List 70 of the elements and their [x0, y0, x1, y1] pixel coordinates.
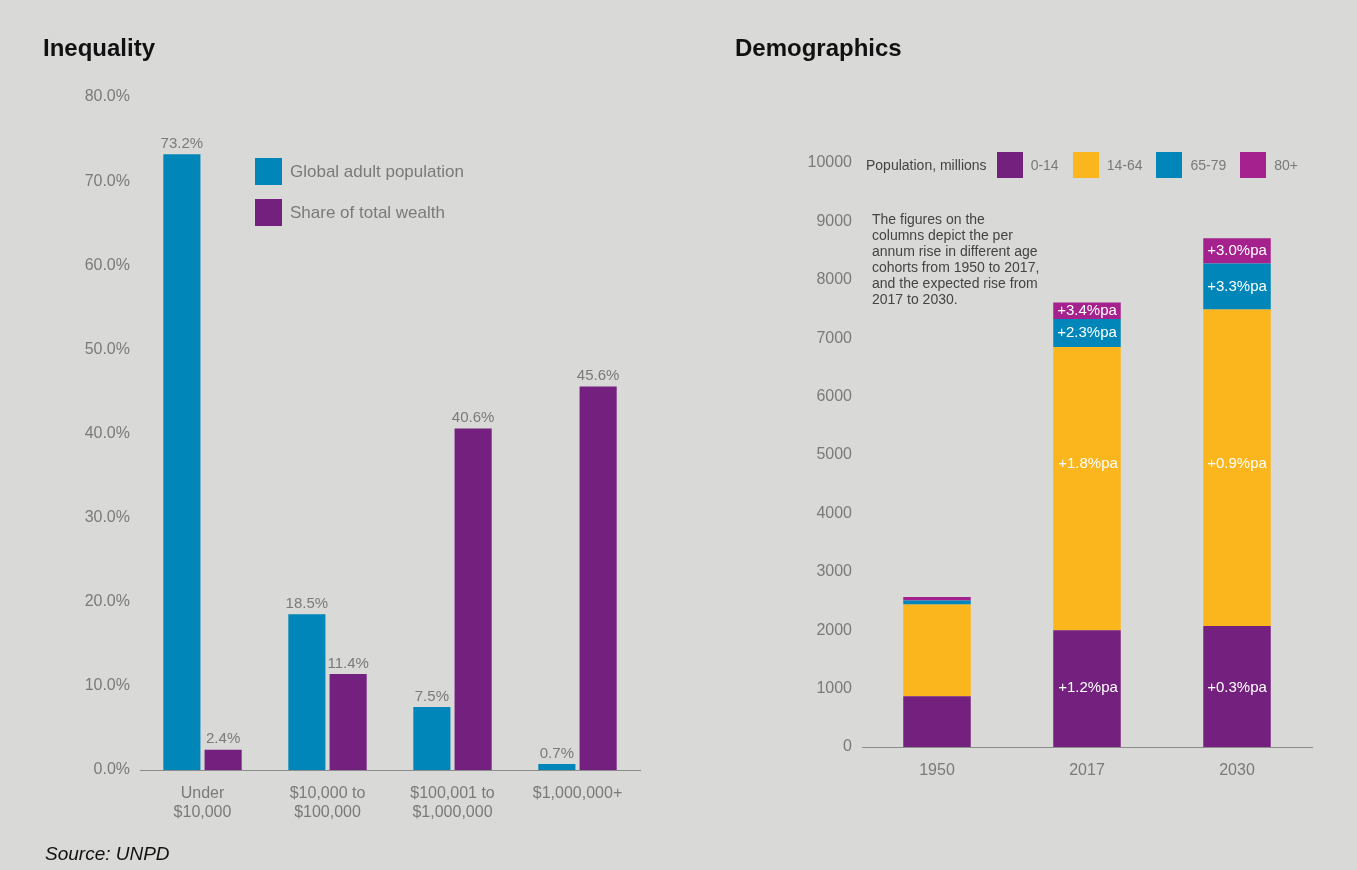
- x-tick-label: $10,000 to $100,000: [289, 784, 366, 821]
- annotation: +2.3%pa: [1057, 323, 1118, 341]
- data-label: 7.5%: [414, 686, 449, 704]
- bar: [579, 386, 617, 770]
- annotation: +3.0%pa: [1207, 241, 1268, 259]
- legend-label: Share of total wealth: [290, 202, 445, 223]
- chart-title: Inequality: [43, 34, 156, 62]
- bar: [204, 749, 242, 770]
- bar: [1053, 346, 1121, 631]
- annotation: +3.3%pa: [1207, 276, 1268, 294]
- y-tick-label: 7000: [816, 328, 853, 346]
- legend-label: 14-64: [1106, 157, 1143, 173]
- bar: [903, 600, 971, 605]
- source-note: Source: UNPD: [45, 843, 171, 865]
- y-tick-label: 70.0%: [84, 171, 130, 189]
- y-tick-label: 40.0%: [84, 423, 130, 441]
- data-label: 18.5%: [285, 594, 329, 612]
- x-tick-label: 1950: [919, 761, 955, 779]
- bar: [413, 706, 451, 770]
- annotation: +1.8%pa: [1058, 453, 1118, 471]
- bar: [329, 674, 367, 770]
- bar: [1203, 309, 1271, 627]
- y-tick-label: 20.0%: [84, 592, 130, 610]
- bar: [163, 154, 201, 770]
- x-tick-label: Under $10,000: [173, 784, 232, 821]
- data-label: 11.4%: [327, 653, 369, 671]
- data-label: 40.6%: [451, 408, 495, 426]
- annotation: +0.9%pa: [1207, 453, 1267, 471]
- chart-title: Demographics: [735, 34, 902, 62]
- y-tick-label: 9000: [816, 211, 853, 229]
- legend-label: 65-79: [1190, 157, 1227, 173]
- bar: [1203, 626, 1271, 747]
- annotation: +1.2%pa: [1058, 677, 1118, 695]
- bar: [903, 604, 971, 697]
- y-tick-label: 8000: [816, 270, 853, 288]
- x-tick-label: $1,000,000+: [532, 784, 623, 802]
- x-tick-label: $100,001 to $1,000,000: [410, 784, 495, 821]
- bar: [1053, 630, 1121, 747]
- y-tick-label: 60.0%: [84, 255, 130, 273]
- y-tick-label: 3000: [816, 562, 853, 580]
- annotation: +3.4%pa: [1057, 300, 1118, 318]
- y-tick-label: 0.0%: [93, 760, 130, 778]
- y-tick-label: 50.0%: [84, 339, 130, 357]
- y-tick-label: 80.0%: [84, 87, 130, 105]
- annotation: The figures on the columns depict the per annum rise in different age cohorts from 1950 to 2017, and the expected rise from 2017 to 2030.: [872, 211, 1040, 307]
- x-tick-label: 2030: [1219, 761, 1255, 779]
- data-label: 2.4%: [206, 729, 241, 747]
- annotation: +0.3%pa: [1207, 677, 1267, 695]
- y-tick-label: 0: [843, 737, 853, 755]
- y-tick-label: 6000: [816, 387, 853, 405]
- y-tick-label: 2000: [816, 620, 853, 638]
- y-tick-label: 10000: [807, 153, 853, 171]
- bar: [538, 764, 576, 770]
- legend-label: Global adult population: [290, 161, 464, 182]
- legend-title: Population, millions: [866, 156, 987, 175]
- data-label: 73.2%: [160, 133, 204, 151]
- x-tick-label: 2017: [1069, 761, 1105, 779]
- y-tick-label: 30.0%: [84, 508, 130, 526]
- data-label: 0.7%: [539, 743, 574, 761]
- y-tick-label: 5000: [816, 445, 853, 463]
- legend-label: 80+: [1274, 157, 1299, 173]
- bar: [903, 696, 971, 747]
- bar: [288, 614, 326, 770]
- y-tick-label: 1000: [816, 679, 853, 697]
- legend-label: 0-14: [1030, 157, 1059, 173]
- y-tick-label: 4000: [816, 503, 853, 521]
- y-tick-label: 10.0%: [84, 676, 130, 694]
- bar: [454, 428, 492, 770]
- bar: [1203, 263, 1271, 310]
- data-label: 45.6%: [576, 366, 620, 384]
